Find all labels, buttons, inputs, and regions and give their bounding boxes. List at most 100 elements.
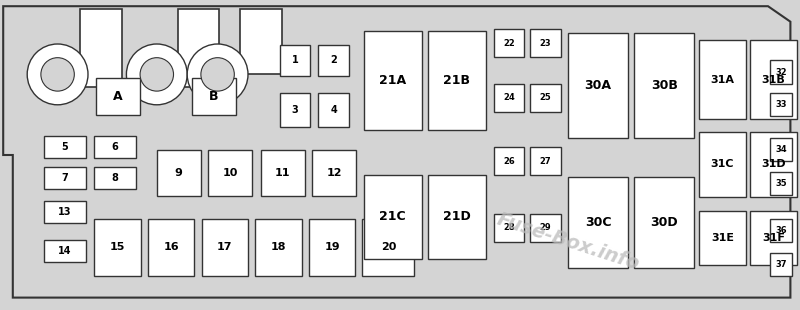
Bar bbox=[634, 33, 694, 138]
Text: 29: 29 bbox=[540, 223, 551, 232]
Circle shape bbox=[201, 58, 234, 91]
Bar bbox=[94, 136, 136, 158]
Bar bbox=[699, 40, 746, 119]
Text: 21C: 21C bbox=[379, 210, 406, 224]
Text: 31D: 31D bbox=[762, 159, 786, 169]
Bar bbox=[364, 175, 422, 259]
Bar bbox=[428, 175, 486, 259]
Polygon shape bbox=[3, 6, 790, 298]
Text: 5: 5 bbox=[62, 142, 68, 152]
Bar bbox=[634, 177, 694, 268]
Bar bbox=[240, 9, 282, 74]
Text: 1: 1 bbox=[292, 55, 298, 65]
Bar bbox=[494, 147, 524, 175]
Bar bbox=[568, 33, 628, 138]
Circle shape bbox=[140, 58, 174, 91]
Bar bbox=[309, 219, 355, 276]
Bar bbox=[568, 177, 628, 268]
Text: 32: 32 bbox=[775, 68, 786, 77]
Text: 14: 14 bbox=[58, 246, 71, 256]
Text: 26: 26 bbox=[503, 157, 514, 166]
Bar bbox=[530, 84, 561, 112]
Bar bbox=[96, 78, 140, 115]
Bar bbox=[699, 211, 746, 265]
Bar bbox=[192, 78, 236, 115]
Text: 11: 11 bbox=[275, 168, 290, 178]
Bar bbox=[280, 45, 310, 76]
Text: 34: 34 bbox=[775, 145, 786, 154]
Bar bbox=[750, 211, 797, 265]
Bar bbox=[770, 93, 792, 116]
Bar bbox=[318, 93, 349, 127]
Text: B: B bbox=[210, 90, 218, 103]
Text: 31C: 31C bbox=[710, 159, 734, 169]
Text: 36: 36 bbox=[775, 226, 786, 235]
Text: 27: 27 bbox=[540, 157, 551, 166]
Bar bbox=[208, 150, 252, 196]
Circle shape bbox=[126, 44, 187, 105]
Bar bbox=[494, 84, 524, 112]
Bar bbox=[148, 219, 194, 276]
Text: 24: 24 bbox=[503, 93, 514, 102]
Text: 21D: 21D bbox=[443, 210, 470, 224]
Bar bbox=[530, 214, 561, 242]
Bar bbox=[494, 214, 524, 242]
Bar bbox=[44, 240, 86, 262]
Text: 30B: 30B bbox=[651, 79, 678, 92]
Text: 28: 28 bbox=[503, 223, 514, 232]
Text: 8: 8 bbox=[112, 173, 118, 183]
Bar bbox=[530, 147, 561, 175]
Text: 21A: 21A bbox=[379, 74, 406, 87]
Text: 9: 9 bbox=[175, 168, 182, 178]
Text: 13: 13 bbox=[58, 207, 71, 217]
Bar bbox=[261, 150, 305, 196]
Text: 33: 33 bbox=[775, 100, 786, 109]
Text: 20: 20 bbox=[381, 242, 396, 252]
Text: 31E: 31E bbox=[711, 233, 734, 243]
Bar bbox=[255, 219, 302, 276]
Text: 18: 18 bbox=[270, 242, 286, 252]
Bar bbox=[750, 40, 797, 119]
Bar bbox=[94, 167, 136, 189]
Text: 23: 23 bbox=[540, 39, 551, 48]
Text: 22: 22 bbox=[503, 39, 514, 48]
Bar bbox=[364, 31, 422, 130]
Text: 30A: 30A bbox=[585, 79, 611, 92]
Bar bbox=[202, 219, 248, 276]
Bar bbox=[770, 253, 792, 276]
Text: 2: 2 bbox=[330, 55, 337, 65]
Text: 7: 7 bbox=[62, 173, 68, 183]
Text: 15: 15 bbox=[110, 242, 126, 252]
Text: 30C: 30C bbox=[585, 216, 611, 229]
Bar bbox=[770, 172, 792, 195]
Bar bbox=[44, 136, 86, 158]
Bar bbox=[770, 60, 792, 84]
Text: 19: 19 bbox=[324, 242, 340, 252]
Text: A: A bbox=[113, 90, 123, 103]
Bar bbox=[94, 219, 141, 276]
Bar bbox=[80, 9, 122, 87]
Text: Fuse-Box.info: Fuse-Box.info bbox=[494, 210, 642, 274]
Text: 16: 16 bbox=[163, 242, 179, 252]
Text: 35: 35 bbox=[775, 179, 786, 188]
Text: 17: 17 bbox=[217, 242, 233, 252]
Bar bbox=[530, 29, 561, 57]
Circle shape bbox=[41, 58, 74, 91]
Bar bbox=[770, 219, 792, 242]
Bar bbox=[318, 45, 349, 76]
Text: 31F: 31F bbox=[762, 233, 785, 243]
Bar bbox=[312, 150, 356, 196]
Bar bbox=[362, 219, 414, 276]
Circle shape bbox=[187, 44, 248, 105]
Text: 31B: 31B bbox=[762, 75, 786, 85]
Bar bbox=[280, 93, 310, 127]
Bar bbox=[750, 132, 797, 197]
Text: 31A: 31A bbox=[710, 75, 734, 85]
Bar bbox=[770, 138, 792, 161]
Bar bbox=[494, 29, 524, 57]
Text: 3: 3 bbox=[292, 105, 298, 115]
Bar bbox=[44, 167, 86, 189]
Text: 37: 37 bbox=[775, 260, 786, 269]
Bar bbox=[157, 150, 201, 196]
Text: 30D: 30D bbox=[650, 216, 678, 229]
